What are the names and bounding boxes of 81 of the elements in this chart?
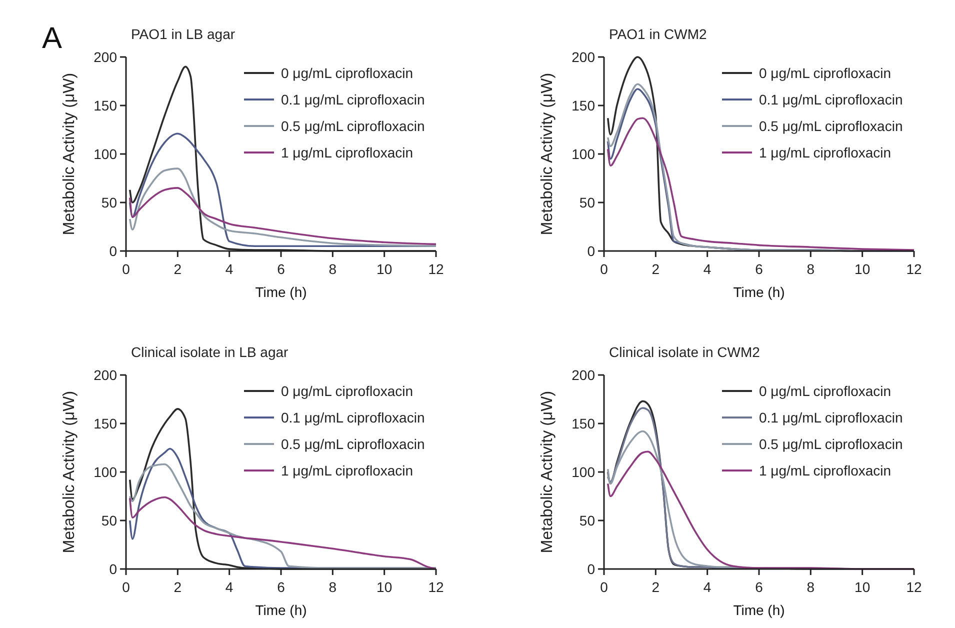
y-tick-label: 50 <box>579 194 596 210</box>
legend-label: 0 μg/mL ciprofloxacin <box>281 383 414 399</box>
legend-label: 0.5 μg/mL ciprofloxacin <box>759 436 903 452</box>
y-tick-label: 150 <box>572 416 596 432</box>
x-tick-label: 12 <box>906 579 922 595</box>
legend-label: 0 μg/mL ciprofloxacin <box>759 383 892 399</box>
x-tick-label: 4 <box>703 579 712 595</box>
x-tick-label: 2 <box>652 261 660 277</box>
x-tick-label: 0 <box>122 579 130 595</box>
y-axis-title: Metabolic Activity (μW) <box>61 390 78 554</box>
y-tick-label: 0 <box>109 243 118 259</box>
x-axis-title: Time (h) <box>733 284 785 300</box>
x-tick-label: 10 <box>376 261 392 277</box>
legend-label: 1 μg/mL ciprofloxacin <box>759 462 892 478</box>
y-tick-label: 200 <box>94 367 118 383</box>
legend-label: 0.5 μg/mL ciprofloxacin <box>759 118 903 134</box>
line-series <box>128 168 437 248</box>
x-tick-label: 2 <box>652 579 660 595</box>
x-axis-title: Time (h) <box>255 602 307 618</box>
x-tick-label: 0 <box>122 261 130 277</box>
legend-label: 1 μg/mL ciprofloxacin <box>281 144 414 160</box>
chart-title: Clinical isolate in LB agar <box>131 344 289 360</box>
x-tick-label: 0 <box>600 579 608 595</box>
legend-label: 0.1 μg/mL ciprofloxacin <box>759 92 903 108</box>
x-axis-title: Time (h) <box>255 284 307 300</box>
x-tick-label: 10 <box>376 579 392 595</box>
y-tick-label: 150 <box>94 416 118 432</box>
legend-label: 0.1 μg/mL ciprofloxacin <box>281 92 425 108</box>
legend-label: 1 μg/mL ciprofloxacin <box>759 144 892 160</box>
x-tick-label: 4 <box>225 261 234 277</box>
y-tick-label: 100 <box>94 146 118 162</box>
chart-title: Clinical isolate in CWM2 <box>609 344 760 360</box>
x-axis-title: Time (h) <box>733 602 785 618</box>
y-tick-label: 150 <box>94 98 118 114</box>
y-tick-label: 200 <box>572 49 596 65</box>
y-tick-label: 200 <box>94 49 118 65</box>
line-series <box>128 496 437 570</box>
chart-title: PAO1 in CWM2 <box>609 26 707 42</box>
y-tick-label: 0 <box>587 243 596 259</box>
chart-title: PAO1 in LB agar <box>131 26 236 42</box>
legend-label: 0.1 μg/mL ciprofloxacin <box>281 410 425 426</box>
x-tick-label: 6 <box>277 261 286 277</box>
line-series <box>606 117 915 251</box>
x-tick-label: 6 <box>755 261 764 277</box>
y-tick-label: 100 <box>572 464 596 480</box>
x-tick-label: 8 <box>328 261 337 277</box>
y-tick-label: 100 <box>94 464 118 480</box>
line-series <box>128 187 437 246</box>
x-tick-label: 8 <box>806 579 815 595</box>
legend-label: 0 μg/mL ciprofloxacin <box>759 65 892 81</box>
x-tick-label: 10 <box>854 579 870 595</box>
y-tick-label: 150 <box>572 98 596 114</box>
y-tick-label: 0 <box>587 561 596 577</box>
x-tick-label: 10 <box>854 261 870 277</box>
x-tick-label: 8 <box>328 579 337 595</box>
legend-label: 0 μg/mL ciprofloxacin <box>281 65 414 81</box>
x-tick-label: 6 <box>277 579 286 595</box>
x-tick-label: 2 <box>174 579 182 595</box>
y-tick-label: 0 <box>109 561 118 577</box>
text: A <box>42 22 62 55</box>
y-axis-title: Metabolic Activity (μW) <box>61 72 78 236</box>
x-tick-label: 6 <box>755 579 764 595</box>
x-tick-label: 8 <box>806 261 815 277</box>
x-tick-label: 4 <box>703 261 712 277</box>
x-tick-label: 0 <box>600 261 608 277</box>
x-tick-label: 12 <box>428 261 444 277</box>
y-tick-label: 100 <box>572 146 596 162</box>
y-tick-label: 50 <box>101 194 118 210</box>
legend-label: 0.5 μg/mL ciprofloxacin <box>281 436 425 452</box>
x-tick-label: 4 <box>225 579 234 595</box>
y-axis-title: Metabolic Activity (μW) <box>539 72 556 236</box>
y-tick-label: 200 <box>572 367 596 383</box>
x-tick-label: 12 <box>906 261 922 277</box>
legend-label: 0.1 μg/mL ciprofloxacin <box>759 410 903 426</box>
legend-label: 1 μg/mL ciprofloxacin <box>281 462 414 478</box>
y-tick-label: 50 <box>101 512 118 528</box>
y-tick-label: 50 <box>579 512 596 528</box>
legend-label: 0.5 μg/mL ciprofloxacin <box>281 118 425 134</box>
y-axis-title: Metabolic Activity (μW) <box>539 390 556 554</box>
x-tick-label: 12 <box>428 579 444 595</box>
x-tick-label: 2 <box>174 261 182 277</box>
